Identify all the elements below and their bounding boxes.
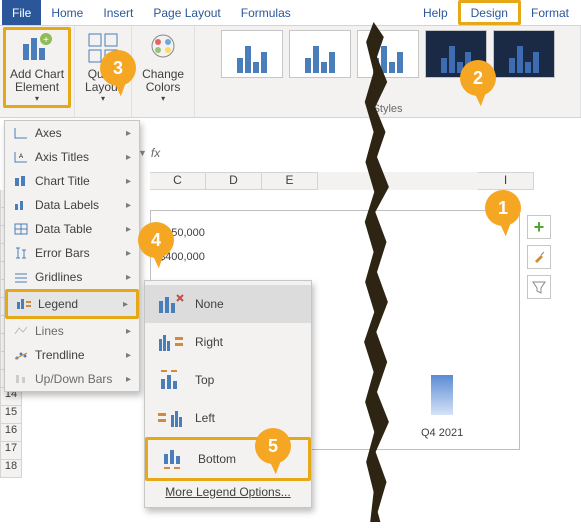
- chart-style-thumb[interactable]: [493, 30, 555, 78]
- col-header[interactable]: C: [150, 172, 206, 190]
- chart-x-label: Q4 2021: [421, 427, 463, 439]
- add-chart-element-icon: +: [21, 32, 53, 64]
- change-colors-label: Change Colors: [142, 68, 184, 94]
- row-header[interactable]: 18: [0, 460, 22, 478]
- add-chart-element-button[interactable]: + Add Chart Element ▾: [3, 27, 71, 108]
- callout-3: 3: [100, 50, 136, 86]
- row-header[interactable]: 16: [0, 424, 22, 442]
- menu-chart-title[interactable]: Chart Title▸: [5, 169, 139, 193]
- legend-top[interactable]: Top: [145, 361, 311, 399]
- legend-right[interactable]: Right: [145, 323, 311, 361]
- legend-left[interactable]: Left: [145, 399, 311, 437]
- add-chart-element-menu: Axes▸ AAxis Titles▸ Chart Title▸ Data La…: [4, 120, 140, 392]
- column-headers: C D E I: [150, 172, 581, 190]
- tab-file[interactable]: File: [2, 0, 41, 25]
- formula-bar: ▼ fx: [138, 146, 160, 160]
- tab-home[interactable]: Home: [41, 0, 93, 25]
- chart-styles-label: Styles: [195, 103, 580, 115]
- menu-trendline[interactable]: Trendline▸: [5, 343, 139, 367]
- tab-help[interactable]: Help: [413, 0, 458, 25]
- menu-axis-titles[interactable]: AAxis Titles▸: [5, 145, 139, 169]
- chart-style-thumb[interactable]: [221, 30, 283, 78]
- col-header[interactable]: E: [262, 172, 318, 190]
- svg-text:A: A: [19, 154, 23, 160]
- legend-none[interactable]: None: [145, 285, 311, 323]
- callout-1: 1: [485, 190, 521, 226]
- menu-legend[interactable]: Legend▸: [5, 289, 139, 319]
- ribbon-group-change-colors: Change Colors ▾: [132, 26, 195, 117]
- fx-label: fx: [151, 146, 160, 160]
- tab-format[interactable]: Format: [521, 0, 579, 25]
- chart-style-thumb[interactable]: [357, 30, 419, 78]
- funnel-icon: [532, 280, 546, 294]
- change-colors-icon: [147, 32, 179, 64]
- tab-insert[interactable]: Insert: [93, 0, 143, 25]
- col-header[interactable]: I: [478, 172, 534, 190]
- ribbon-tabs: File Home Insert Page Layout Formulas He…: [0, 0, 581, 26]
- ribbon-group-chart-layouts: + Add Chart Element ▾: [0, 26, 75, 117]
- row-header[interactable]: 17: [0, 442, 22, 460]
- change-colors-button[interactable]: Change Colors ▾: [138, 30, 188, 105]
- menu-gridlines[interactable]: Gridlines▸: [5, 265, 139, 289]
- svg-text:+: +: [43, 35, 49, 46]
- chart-style-thumb[interactable]: [289, 30, 351, 78]
- menu-data-table[interactable]: Data Table▸: [5, 217, 139, 241]
- chart-style-gallery[interactable]: [221, 30, 555, 78]
- add-chart-element-label: Add Chart Element: [10, 68, 64, 94]
- menu-data-labels[interactable]: Data Labels▸: [5, 193, 139, 217]
- chart-plus-button[interactable]: +: [527, 215, 551, 239]
- col-header[interactable]: D: [206, 172, 262, 190]
- row-header[interactable]: 15: [0, 406, 22, 424]
- brush-icon: [532, 250, 546, 264]
- chart-bar: [431, 375, 453, 415]
- menu-up-down-bars[interactable]: Up/Down Bars▸: [5, 367, 139, 391]
- callout-2: 2: [460, 60, 496, 96]
- menu-axes[interactable]: Axes▸: [5, 121, 139, 145]
- chart-side-buttons: +: [527, 215, 551, 299]
- callout-4: 4: [138, 222, 174, 258]
- legend-more-options[interactable]: More Legend Options...: [145, 481, 311, 503]
- tab-page-layout[interactable]: Page Layout: [143, 0, 230, 25]
- tab-design[interactable]: Design: [458, 0, 521, 25]
- callout-5: 5: [255, 428, 291, 464]
- legend-submenu: None Right Top Left Bottom More Legend O…: [144, 280, 312, 508]
- chart-filter-button[interactable]: [527, 275, 551, 299]
- menu-error-bars[interactable]: Error Bars▸: [5, 241, 139, 265]
- ribbon-group-chart-styles: Styles: [195, 26, 581, 117]
- chart-brush-button[interactable]: [527, 245, 551, 269]
- tab-formulas[interactable]: Formulas: [231, 0, 301, 25]
- menu-lines[interactable]: Lines▸: [5, 319, 139, 343]
